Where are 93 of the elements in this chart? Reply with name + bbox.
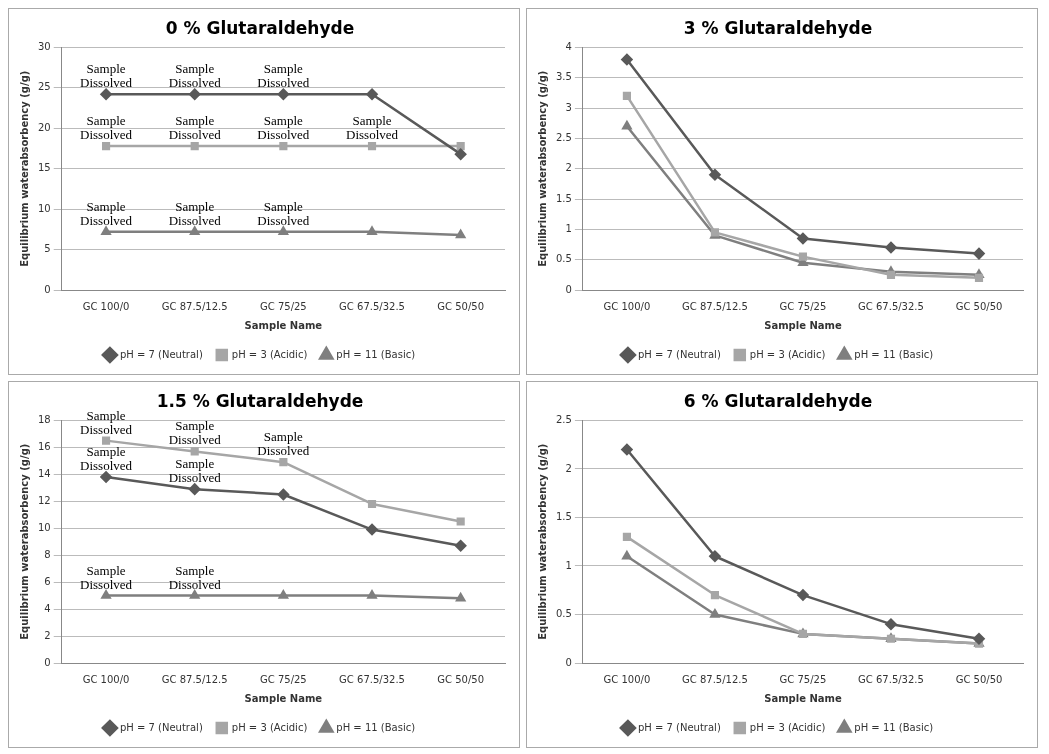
x-tick-label: GC 67.5/32.5 [339,673,405,685]
x-tick-label: GC 50/50 [955,300,1003,312]
chart-title: 0 % Glutaraldehyde [165,17,355,38]
legend-label: pH = 7 (Neutral) [637,348,721,360]
x-tick-label: GC 75/25 [779,673,827,685]
annotation: Sample Dissolved [168,61,222,91]
y-axis-title: Equilibrium waterabsorbency (g/g) [536,443,548,640]
annotation: Sample Dissolved [80,562,133,592]
x-axis-title: Sample Name [764,692,842,704]
y-tick-label: 1 [565,222,572,234]
y-tick-label: 14 [37,467,51,479]
y-tick-label: 1 [565,559,572,571]
y-tick-label: 1.5 [556,192,572,204]
y-tick-label: 0 [44,656,51,668]
y-tick-label: 3.5 [556,71,572,83]
annotation: Sample Dissolved [346,112,399,142]
y-tick-label: 0 [565,656,572,668]
y-tick-label: 25 [37,81,51,93]
x-tick-label: GC 100/0 [82,673,130,685]
x-tick-label: GC 100/0 [603,673,651,685]
x-axis-title: Sample Name [764,319,842,331]
x-tick-label: GC 50/50 [437,300,485,312]
chart-title: 1.5 % Glutaraldehyde [156,390,364,411]
legend-label: pH = 3 (Acidic) [231,721,308,733]
y-tick-label: 8 [44,548,51,560]
annotation: Sample Dissolved [168,456,222,486]
y-axis-title: Equilibrium waterabsorbency (g/g) [536,70,548,267]
x-tick-label: GC 75/25 [260,673,307,685]
y-tick-label: 6 [44,575,51,587]
x-tick-label: GC 67.5/32.5 [339,300,405,312]
x-tick-label: GC 67.5/32.5 [858,300,924,312]
annotation: Sample Dissolved [168,418,222,448]
annotation: Sample Dissolved [80,112,133,142]
y-tick-label: 3 [565,101,572,113]
legend-label: pH = 11 (Basic) [336,721,416,733]
y-tick-label: 10 [37,521,51,533]
annotation: Sample Dissolved [80,61,133,91]
x-tick-label: GC 50/50 [955,673,1003,685]
x-tick-label: GC 87.5/12.5 [161,673,228,685]
x-axis-title: Sample Name [244,692,323,704]
annotation: Sample Dissolved [257,429,310,459]
y-tick-label: 2.5 [556,131,572,143]
annotation: Sample Dissolved [257,61,310,91]
annotation: Sample Dissolved [80,198,133,228]
y-tick-label: 2 [565,462,572,474]
y-tick-label: 0.5 [556,608,572,620]
x-axis-title: Sample Name [244,319,323,331]
legend-label: pH = 3 (Acidic) [231,348,308,360]
x-tick-label: GC 87.5/12.5 [682,300,748,312]
annotation: Sample Dissolved [257,112,310,142]
y-tick-label: 0 [44,283,51,295]
legend-label: pH = 11 (Basic) [336,348,416,360]
y-tick-label: 4 [44,602,51,614]
y-axis-title: Equilibrium waterabsorbency (g/g) [18,70,30,267]
y-tick-label: 0.5 [556,253,572,265]
y-tick-label: 10 [37,202,51,214]
y-tick-label: 2 [565,162,572,174]
legend-label: pH = 11 (Basic) [854,348,934,360]
legend-label: pH = 7 (Neutral) [119,721,203,733]
legend-label: pH = 11 (Basic) [854,721,934,733]
y-tick-label: 18 [37,413,51,425]
y-axis-title: Equilibrium waterabsorbency (g/g) [18,443,30,640]
y-tick-label: 12 [37,494,51,506]
legend-label: pH = 7 (Neutral) [119,348,203,360]
annotation: Sample Dissolved [168,562,222,592]
x-tick-label: GC 87.5/12.5 [161,300,228,312]
x-tick-label: GC 50/50 [437,673,485,685]
y-tick-label: 4 [565,40,572,52]
y-tick-label: 2.5 [556,413,572,425]
chart-title: 6 % Glutaraldehyde [683,390,873,411]
y-tick-label: 30 [37,40,51,52]
x-tick-label: GC 100/0 [603,300,651,312]
y-tick-label: 16 [37,440,51,452]
y-tick-label: 0 [565,283,572,295]
annotation: Sample Dissolved [80,443,133,473]
legend-label: pH = 3 (Acidic) [749,348,826,360]
legend-label: pH = 3 (Acidic) [749,721,826,733]
annotation: Sample Dissolved [257,198,310,228]
x-tick-label: GC 67.5/32.5 [858,673,924,685]
y-tick-label: 5 [44,243,51,255]
x-tick-label: GC 100/0 [82,300,130,312]
annotation: Sample Dissolved [168,112,222,142]
annotation: Sample Dissolved [168,198,222,228]
y-tick-label: 20 [37,121,51,133]
x-tick-label: GC 75/25 [260,300,307,312]
x-tick-label: GC 87.5/12.5 [682,673,748,685]
y-tick-label: 1.5 [556,511,572,523]
annotation: Sample Dissolved [80,407,133,437]
y-tick-label: 15 [37,162,51,174]
x-tick-label: GC 75/25 [779,300,827,312]
chart-title: 3 % Glutaraldehyde [683,17,873,38]
legend-label: pH = 7 (Neutral) [637,721,721,733]
y-tick-label: 2 [44,629,51,641]
